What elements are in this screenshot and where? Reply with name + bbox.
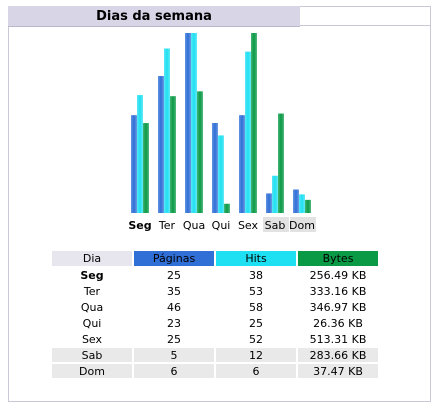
table-row: Sab 5 12 283.66 KB [52, 348, 378, 362]
bar-ter-series-1 [164, 48, 170, 213]
bar-qua-series-2 [197, 91, 203, 213]
table-row: Dom 6 6 37.47 KB [52, 364, 378, 378]
cell-hits: 12 [216, 348, 296, 362]
bar-sex-series-2 [251, 33, 257, 213]
header-hits: Hits [216, 251, 296, 266]
header-bytes: Bytes [298, 251, 378, 266]
table-row: Sex 25 52 513.31 KB [52, 332, 378, 346]
bar-ter-series-0 [158, 76, 164, 213]
table-row: Qua 46 58 346.97 KB [52, 300, 378, 314]
x-tick-label: Seg [128, 219, 151, 232]
x-tick-label: Dom [289, 219, 315, 232]
cell-dia: Qua [80, 300, 104, 314]
bar-dom-series-0 [293, 189, 299, 213]
cell-hits: 58 [249, 300, 263, 314]
header-dia: Dia [52, 251, 132, 266]
bar-sab-series-1 [272, 175, 278, 213]
panel-title-rule [300, 6, 431, 26]
bar-sex-series-0 [239, 115, 245, 213]
weekend-label-background [290, 217, 316, 232]
cell-paginas: 6 [134, 364, 214, 378]
bar-ter-series-2 [170, 96, 176, 213]
cell-dia: Sex [81, 332, 103, 346]
cell-dia: Ter [83, 284, 101, 298]
bar-seg-series-1 [137, 95, 143, 213]
cell-paginas: 35 [167, 284, 181, 298]
panel-title: Dias da semana [8, 6, 300, 27]
bar-qua-series-1 [191, 33, 197, 213]
cell-hits: 52 [249, 332, 263, 346]
x-tick-label: Sex [238, 219, 259, 232]
days-bar-chart: Seg Ter Qua Qui Sex Sab Dom [128, 33, 316, 232]
table-header-row: Dia Páginas Hits Bytes [52, 251, 378, 266]
cell-bytes: 37.47 KB [298, 364, 378, 378]
x-tick-label: Qua [183, 219, 205, 232]
bar-qui-series-0 [212, 123, 218, 213]
table-row: Seg 25 38 256.49 KB [52, 268, 378, 282]
cell-bytes: 346.97 KB [309, 300, 367, 314]
cell-hits: 38 [249, 268, 263, 282]
bar-dom-series-1 [299, 194, 305, 213]
cell-paginas: 23 [167, 316, 181, 330]
header-paginas: Páginas [134, 251, 214, 266]
cell-paginas: 46 [167, 300, 181, 314]
cell-bytes: 26.36 KB [313, 316, 363, 330]
x-tick-label: Qui [212, 219, 231, 232]
cell-bytes: 283.66 KB [298, 348, 378, 362]
weekend-label-background [263, 217, 289, 232]
cell-bytes: 333.16 KB [309, 284, 367, 298]
cell-paginas: 25 [167, 332, 181, 346]
cell-hits: 53 [249, 284, 263, 298]
bar-seg-series-2 [143, 123, 149, 213]
x-tick-label: Sab [265, 219, 286, 232]
x-tick-label: Ter [158, 219, 176, 232]
days-stats-table: Dia Páginas Hits Bytes Seg 25 38 256.49 KB T… [50, 249, 380, 380]
bar-dom-series-2 [305, 199, 311, 213]
bar-sab-series-2 [278, 113, 284, 213]
bar-sex-series-1 [245, 51, 251, 213]
bar-qui-series-1 [218, 135, 224, 213]
table-row: Qui 23 25 26.36 KB [52, 316, 378, 330]
bar-seg-series-0 [131, 115, 137, 213]
bar-qui-series-2 [224, 203, 230, 213]
cell-dia: Sab [52, 348, 132, 362]
cell-bytes: 513.31 KB [309, 332, 367, 346]
bar-sab-series-0 [266, 193, 272, 213]
cell-dia: Qui [82, 316, 102, 330]
cell-dia: Dom [52, 364, 132, 378]
cell-hits: 6 [216, 364, 296, 378]
cell-paginas: 5 [134, 348, 214, 362]
cell-paginas: 25 [167, 268, 181, 282]
bar-qua-series-0 [185, 33, 191, 213]
cell-bytes: 256.49 KB [309, 268, 367, 282]
table-row: Ter 35 53 333.16 KB [52, 284, 378, 298]
cell-dia: Seg [80, 268, 104, 282]
cell-hits: 25 [249, 316, 263, 330]
